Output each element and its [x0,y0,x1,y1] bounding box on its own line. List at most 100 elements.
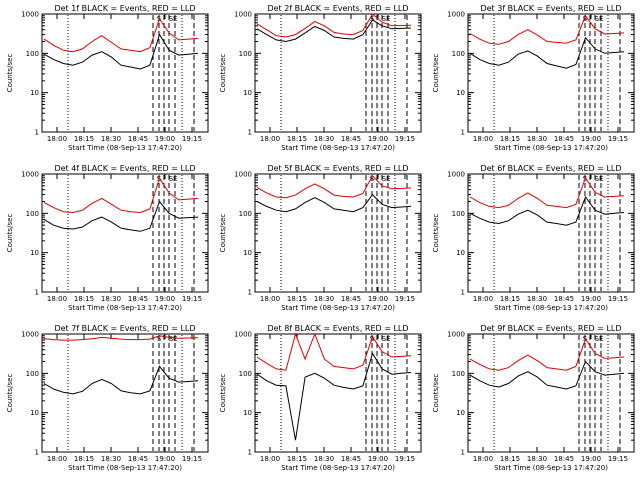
x-tick-label: 18:45 [128,135,148,143]
events-series-line [43,200,199,232]
x-tick-label: 19:00 [368,455,388,463]
y-tick-label: 1000 [447,331,465,339]
event-marker-label: SE [595,335,604,343]
lld-series-line [469,14,625,45]
y-tick-label: 100 [452,50,465,58]
y-tick-label: 1 [461,129,465,137]
x-tick-label: 18:30 [527,135,547,143]
y-tick-label: 100 [452,370,465,378]
x-tick-label: 18:00 [47,135,67,143]
y-tick-label: 1000 [21,171,39,179]
panel-title: Det 2f BLACK = Events, RED = LLD [267,4,408,13]
x-tick-label: 18:30 [527,455,547,463]
event-marker-label: SE [382,175,391,183]
x-tick-label: 19:00 [581,135,601,143]
y-tick-label: 100 [26,50,39,58]
y-tick-label: 10 [456,89,465,97]
y-tick-label: 10 [243,249,252,257]
event-marker-label: SE [169,15,178,23]
y-tick-label: 1 [35,449,39,457]
event-marker-label: SE [595,175,604,183]
event-marker-label: SE [169,335,178,343]
panel-9: Det 9f BLACK = Events, RED = LLD 1 10 100 10… [432,324,635,472]
y-tick-label: 1 [248,129,252,137]
x-tick-label: 18:45 [128,455,148,463]
panel-title: Det 5f BLACK = Events, RED = LLD [267,164,408,173]
x-tick-label: 18:30 [101,455,121,463]
x-tick-label: 19:00 [155,135,175,143]
x-tick-label: 18:45 [554,295,574,303]
x-tick-label: 18:30 [314,295,334,303]
x-axis-label: Start Time (08-Sep-13 17:47:20) [281,464,395,472]
y-tick-label: 1 [461,449,465,457]
y-tick-label: 10 [30,249,39,257]
lld-series-line [43,17,199,53]
x-tick-label: 18:00 [473,455,493,463]
plot-frame [41,173,209,293]
y-tick-label: 10 [30,409,39,417]
y-tick-label: 1 [248,289,252,297]
y-axis-label: Counts/sec [432,54,440,93]
lld-series-line [469,337,625,371]
x-axis-label: Start Time (08-Sep-13 17:47:20) [68,464,182,472]
x-axis-label: Start Time (08-Sep-13 17:47:20) [494,304,608,312]
x-tick-label: 18:15 [500,455,520,463]
plot-frame [467,13,635,133]
x-tick-label: 19:00 [368,135,388,143]
x-tick-label: 19:15 [395,455,415,463]
y-axis-label: Counts/sec [6,214,14,253]
y-tick-label: 1000 [234,331,252,339]
y-axis-label: Counts/sec [432,214,440,253]
event-marker-label: SE [595,15,604,23]
lld-series-line [256,174,412,199]
panel-6: Det 6f BLACK = Events, RED = LLD 1 10 100 10… [432,164,635,312]
event-marker-label: S [583,15,588,23]
y-tick-label: 100 [26,370,39,378]
x-tick-label: 19:15 [608,295,628,303]
x-tick-label: 19:15 [395,135,415,143]
lld-series-line [469,176,625,209]
x-tick-label: 18:00 [473,135,493,143]
events-series-line [469,36,625,69]
y-axis-label: Counts/sec [432,374,440,413]
y-tick-label: 100 [239,370,252,378]
x-tick-label: 19:00 [155,455,175,463]
lld-series-line [43,177,199,214]
x-axis-label: Start Time (08-Sep-13 17:47:20) [68,304,182,312]
x-tick-label: 18:45 [554,455,574,463]
panel-3: Det 3f BLACK = Events, RED = LLD 1 10 100 10… [432,4,635,152]
y-axis-label: Counts/sec [6,374,14,413]
x-tick-label: 18:00 [260,455,280,463]
x-tick-label: 19:00 [155,295,175,303]
y-tick-label: 1 [461,289,465,297]
panel-title: Det 8f BLACK = Events, RED = LLD [267,324,408,333]
panel-title: Det 9f BLACK = Events, RED = LLD [480,324,621,333]
events-series-line [256,352,412,441]
x-tick-label: 18:15 [500,295,520,303]
panel-title: Det 3f BLACK = Events, RED = LLD [480,4,621,13]
x-tick-label: 18:15 [287,455,307,463]
x-tick-label: 19:15 [395,295,415,303]
x-tick-label: 18:00 [473,295,493,303]
x-axis-label: Start Time (08-Sep-13 17:47:20) [281,304,395,312]
x-tick-label: 18:45 [128,295,148,303]
x-tick-label: 18:00 [47,295,67,303]
y-tick-label: 1000 [447,171,465,179]
y-tick-label: 10 [243,409,252,417]
x-tick-label: 19:15 [182,135,202,143]
x-axis-label: Start Time (08-Sep-13 17:47:20) [68,144,182,152]
y-tick-label: 1 [35,289,39,297]
panel-7: Det 7f BLACK = Events, RED = LLD 1 10 100 10… [6,324,209,472]
x-tick-label: 18:45 [341,455,361,463]
x-tick-label: 18:15 [287,295,307,303]
y-tick-label: 1000 [21,11,39,19]
x-tick-label: 18:00 [47,455,67,463]
x-tick-label: 18:15 [74,455,94,463]
panel-1: Det 1f BLACK = Events, RED = LLD 1 10 100 10… [6,4,209,152]
y-tick-label: 1000 [21,331,39,339]
plot-frame [254,13,422,133]
panel-title: Det 1f BLACK = Events, RED = LLD [54,4,195,13]
panel-title: Det 6f BLACK = Events, RED = LLD [480,164,621,173]
y-tick-label: 10 [456,409,465,417]
